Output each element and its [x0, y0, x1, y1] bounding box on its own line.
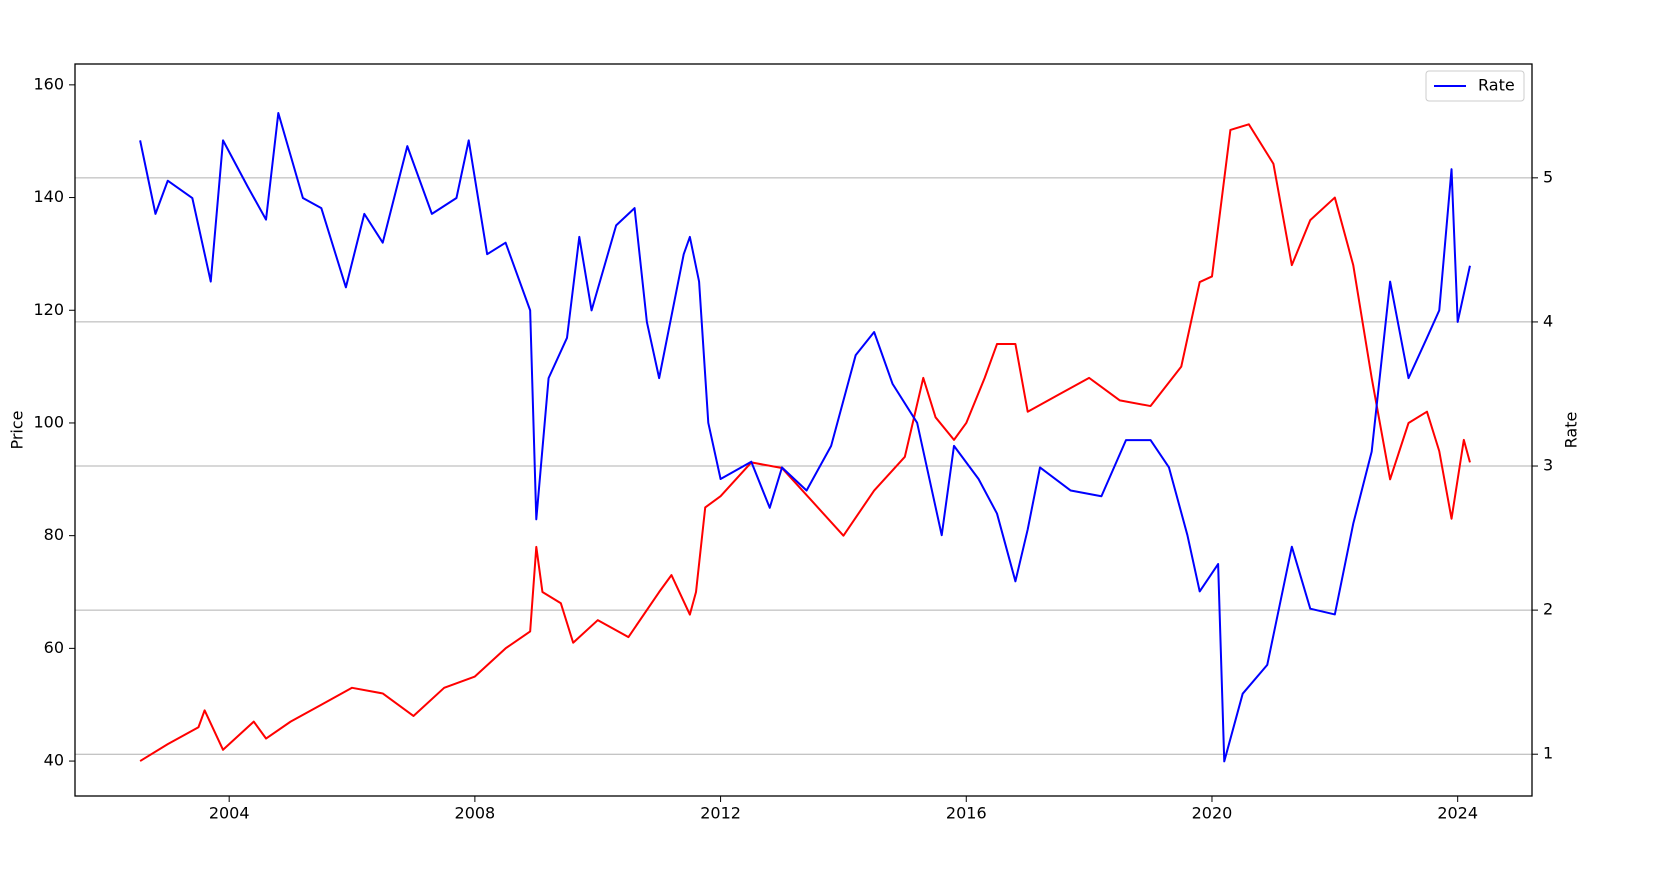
y-tick-label: 100: [33, 412, 64, 431]
y-tick-label: 40: [44, 751, 64, 770]
series-line: [139, 123, 1471, 762]
x-tick-label: 2016: [946, 804, 987, 823]
x-tick-label: 2024: [1437, 804, 1478, 823]
y2-tick-label: 1: [1543, 744, 1553, 763]
legend-box: [1425, 70, 1525, 102]
series-line: [139, 111, 1471, 763]
x-tick-label: 2004: [209, 804, 250, 823]
y2-axis-label: Rate: [1562, 412, 1581, 449]
plot-frame: [74, 63, 1533, 797]
y-axis-label: Price: [8, 410, 27, 449]
x-tick-label: 2008: [455, 804, 496, 823]
y-tick-label: 160: [33, 74, 64, 93]
y-tick-label: 120: [33, 300, 64, 319]
y-tick-label: 80: [44, 525, 64, 544]
y2-tick-label: 4: [1543, 311, 1553, 330]
legend-label: Rate: [1478, 76, 1515, 95]
x-tick-label: 2012: [700, 804, 741, 823]
y2-tick-label: 5: [1543, 167, 1553, 186]
y2-tick-label: 2: [1543, 600, 1553, 619]
y-tick-label: 60: [44, 638, 64, 657]
y-tick-label: 140: [33, 187, 64, 206]
y2-tick-label: 3: [1543, 456, 1553, 475]
x-tick-label: 2020: [1192, 804, 1233, 823]
